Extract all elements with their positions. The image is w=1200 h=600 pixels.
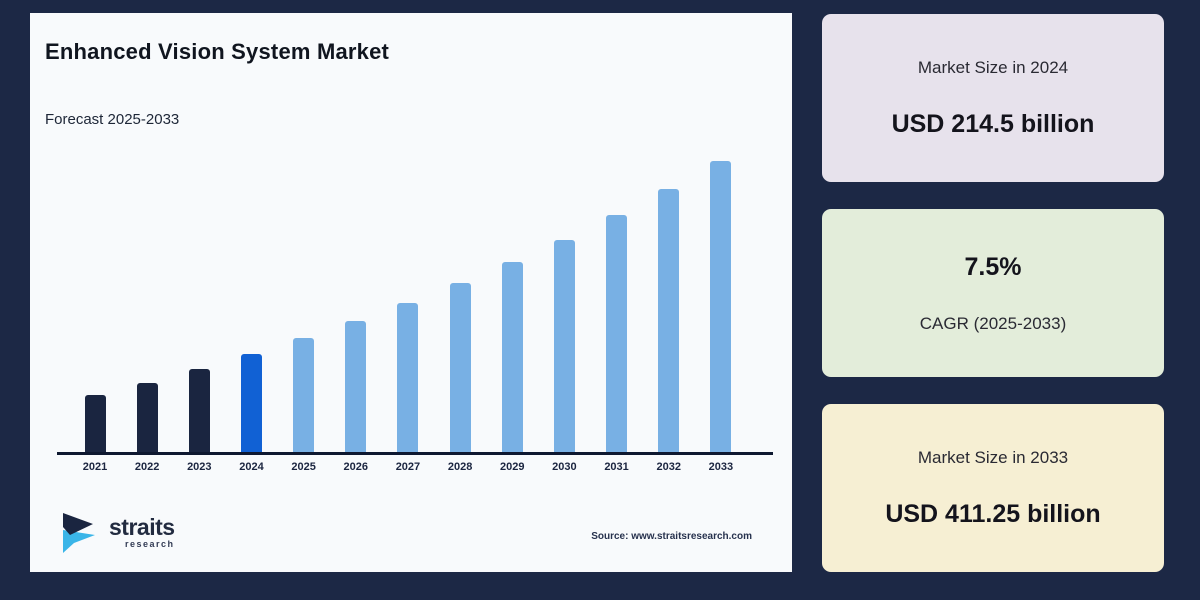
- bar-x-label: 2027: [395, 461, 421, 473]
- straits-logo-icon: [63, 513, 95, 553]
- bar-plot: 2021 2022 2023 2024 2025 2026 2027 2028 2029 2030…: [78, 161, 738, 473]
- chart-panel: Enhanced Vision System Market Forecast 2…: [30, 13, 792, 572]
- bar-column: 2021: [78, 395, 112, 473]
- bar-column: 2033: [704, 161, 738, 473]
- bar-x-label: 2024: [239, 461, 264, 473]
- bar-2031: [606, 215, 628, 452]
- card-value: USD 411.25 billion: [885, 499, 1101, 528]
- bar-x-label: 2029: [500, 461, 525, 473]
- logo-subtitle: research: [125, 539, 175, 549]
- stat-cards: Market Size in 2024 USD 214.5 billion 7.…: [822, 14, 1164, 572]
- bar-x-label: 2033: [708, 461, 734, 473]
- bar-column: 2032: [652, 189, 686, 473]
- bar-column: 2026: [339, 321, 373, 473]
- bar-x-label: 2023: [187, 461, 212, 473]
- bar-2023: [188, 369, 210, 452]
- bar-2029: [501, 262, 523, 452]
- x-axis-line: [57, 452, 773, 455]
- bar-column: 2029: [495, 262, 529, 473]
- logo-text: straits research: [109, 514, 175, 550]
- bar-column: 2027: [391, 303, 425, 473]
- chart-subtitle: Forecast 2025-2033: [45, 111, 180, 128]
- bar-x-label: 2025: [291, 461, 316, 473]
- card-market-size-2033: Market Size in 2033 USD 411.25 billion: [822, 404, 1164, 572]
- page-title: Enhanced Vision System Market: [45, 39, 390, 64]
- bar-2033: [710, 161, 732, 452]
- bar-x-label: 2021: [82, 461, 108, 473]
- bar-column: 2023: [182, 369, 216, 473]
- bar-x-label: 2026: [343, 461, 369, 473]
- straits-research-logo: straits research: [60, 512, 175, 554]
- bar-x-label: 2022: [134, 461, 160, 473]
- bar-2027: [397, 303, 419, 452]
- bar-x-label: 2031: [604, 461, 629, 473]
- bar-column: 2024: [234, 354, 268, 473]
- bar-column: 2030: [547, 240, 581, 473]
- card-label: Market Size in 2033: [917, 447, 1069, 467]
- bar-2021: [84, 395, 106, 452]
- bar-x-label: 2028: [447, 461, 473, 473]
- bar-2028: [449, 283, 471, 452]
- bar-2025: [293, 338, 315, 452]
- card-cagr: 7.5% CAGR (2025-2033): [822, 209, 1164, 377]
- bar-2032: [658, 189, 680, 452]
- card-market-size-2024: Market Size in 2024 USD 214.5 billion: [822, 14, 1164, 182]
- bar-column: 2028: [443, 283, 477, 473]
- bar-2024: [240, 354, 262, 452]
- bar-x-label: 2030: [552, 461, 577, 473]
- bar-2026: [345, 321, 367, 452]
- card-label: Market Size in 2024: [917, 57, 1069, 77]
- bar-column: 2022: [130, 383, 164, 473]
- bar-column: 2025: [287, 338, 321, 473]
- logo-brand: straits: [109, 514, 175, 540]
- card-value: 7.5%: [964, 252, 1022, 281]
- card-label: CAGR (2025-2033): [919, 313, 1067, 333]
- bar-column: 2031: [600, 215, 634, 473]
- source-note: Source: www.straitsresearch.com: [591, 531, 752, 542]
- card-value: USD 214.5 billion: [891, 109, 1095, 138]
- bar-2030: [553, 240, 575, 452]
- bar-x-label: 2032: [656, 461, 681, 473]
- bar-2022: [136, 383, 158, 452]
